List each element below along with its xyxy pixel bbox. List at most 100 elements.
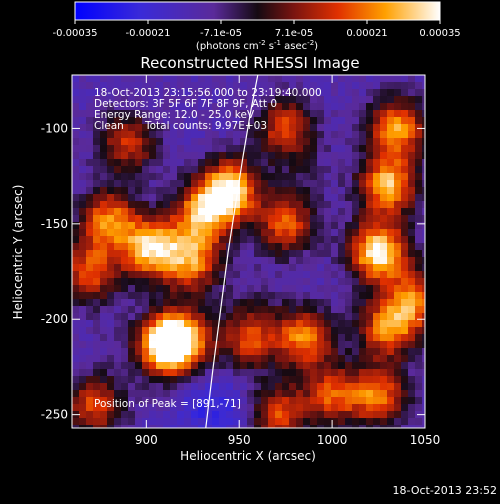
heatmap-cell bbox=[394, 89, 402, 97]
heatmap-cell bbox=[149, 131, 157, 139]
heatmap-cell bbox=[254, 236, 262, 244]
heatmap-cell bbox=[72, 271, 80, 279]
heatmap-cell bbox=[387, 369, 395, 377]
heatmap-cell bbox=[107, 201, 115, 209]
heatmap-cell bbox=[156, 166, 164, 174]
heatmap-cell bbox=[359, 180, 367, 188]
heatmap-cell bbox=[373, 376, 381, 384]
heatmap-cell bbox=[184, 96, 192, 104]
heatmap-cell bbox=[296, 285, 304, 293]
heatmap-cell bbox=[387, 411, 395, 419]
heatmap-cell bbox=[317, 243, 325, 251]
heatmap-cell bbox=[359, 341, 367, 349]
heatmap-cell bbox=[268, 376, 276, 384]
heatmap-cell bbox=[296, 243, 304, 251]
heatmap-cell bbox=[310, 138, 318, 146]
heatmap-cell bbox=[401, 187, 409, 195]
heatmap-cell bbox=[380, 376, 388, 384]
heatmap-cell bbox=[282, 208, 290, 216]
heatmap-cell bbox=[247, 397, 255, 405]
heatmap-cell bbox=[359, 131, 367, 139]
heatmap-cell bbox=[373, 341, 381, 349]
heatmap-cell bbox=[114, 425, 122, 428]
heatmap-cell bbox=[331, 334, 339, 342]
heatmap-cell bbox=[233, 306, 241, 314]
heatmap-cell bbox=[135, 82, 143, 90]
heatmap-cell bbox=[352, 257, 360, 265]
heatmap-cell bbox=[359, 215, 367, 223]
heatmap-cell bbox=[163, 292, 171, 300]
heatmap-cell bbox=[86, 299, 94, 307]
heatmap-cell bbox=[352, 250, 360, 258]
heatmap-cell bbox=[240, 82, 248, 90]
heatmap-cell bbox=[394, 418, 402, 426]
heatmap-cell bbox=[135, 383, 143, 391]
heatmap-cell bbox=[198, 376, 206, 384]
heatmap-cell bbox=[415, 348, 423, 356]
heatmap-cell bbox=[93, 131, 101, 139]
heatmap-cell bbox=[254, 173, 262, 181]
heatmap-cell bbox=[184, 173, 192, 181]
heatmap-cell bbox=[289, 187, 297, 195]
heatmap-cell bbox=[401, 201, 409, 209]
heatmap-cell bbox=[408, 82, 416, 90]
heatmap-cell bbox=[254, 383, 262, 391]
heatmap-cell bbox=[331, 187, 339, 195]
heatmap-cell bbox=[156, 376, 164, 384]
heatmap-cell bbox=[191, 89, 199, 97]
heatmap-cell bbox=[324, 278, 332, 286]
heatmap-cell bbox=[156, 236, 164, 244]
heatmap-cell bbox=[394, 271, 402, 279]
heatmap-cell bbox=[408, 264, 416, 272]
heatmap-cell bbox=[114, 180, 122, 188]
heatmap-cell bbox=[247, 320, 255, 328]
heatmap-cell bbox=[156, 229, 164, 237]
heatmap-cell bbox=[254, 96, 262, 104]
heatmap-cell bbox=[282, 215, 290, 223]
heatmap-cell bbox=[205, 159, 213, 167]
heatmap-cell bbox=[170, 173, 178, 181]
heatmap-cell bbox=[261, 152, 269, 160]
heatmap-cell bbox=[121, 362, 129, 370]
heatmap-cell bbox=[415, 264, 423, 272]
heatmap-cell bbox=[79, 376, 87, 384]
heatmap-cell bbox=[310, 425, 318, 428]
heatmap-cell bbox=[79, 334, 87, 342]
heatmap-cell bbox=[156, 299, 164, 307]
heatmap-cell bbox=[289, 222, 297, 230]
heatmap-cell bbox=[184, 194, 192, 202]
heatmap-cell bbox=[352, 229, 360, 237]
heatmap-cell bbox=[310, 173, 318, 181]
heatmap-cell bbox=[324, 257, 332, 265]
heatmap-cell bbox=[107, 341, 115, 349]
heatmap-cell bbox=[163, 89, 171, 97]
heatmap-cell bbox=[93, 187, 101, 195]
heatmap-cell bbox=[268, 334, 276, 342]
heatmap-cell bbox=[184, 341, 192, 349]
heatmap-cell bbox=[247, 369, 255, 377]
heatmap-cell bbox=[282, 418, 290, 426]
heatmap-cell bbox=[282, 159, 290, 167]
heatmap-cell bbox=[170, 404, 178, 412]
heatmap-cell bbox=[359, 348, 367, 356]
heatmap-cell bbox=[72, 138, 80, 146]
heatmap-cell bbox=[86, 334, 94, 342]
heatmap-cell bbox=[233, 313, 241, 321]
heatmap-cell bbox=[373, 264, 381, 272]
heatmap-cell bbox=[296, 201, 304, 209]
heatmap-cell bbox=[408, 404, 416, 412]
heatmap-cell bbox=[212, 194, 220, 202]
heatmap-cell bbox=[142, 327, 150, 335]
heatmap-cell bbox=[303, 243, 311, 251]
annotations: 18-Oct-2013 23:15:56.000 to 23:19:40.000… bbox=[94, 87, 322, 410]
heatmap-cell bbox=[247, 222, 255, 230]
heatmap-cell bbox=[142, 411, 150, 419]
heatmap-cell bbox=[401, 75, 409, 83]
heatmap-cell bbox=[72, 376, 80, 384]
heatmap-cell bbox=[100, 250, 108, 258]
heatmap-cell bbox=[247, 82, 255, 90]
heatmap-cell bbox=[338, 159, 346, 167]
heatmap-cell bbox=[100, 271, 108, 279]
heatmap-cell bbox=[303, 313, 311, 321]
heatmap-cell bbox=[247, 411, 255, 419]
